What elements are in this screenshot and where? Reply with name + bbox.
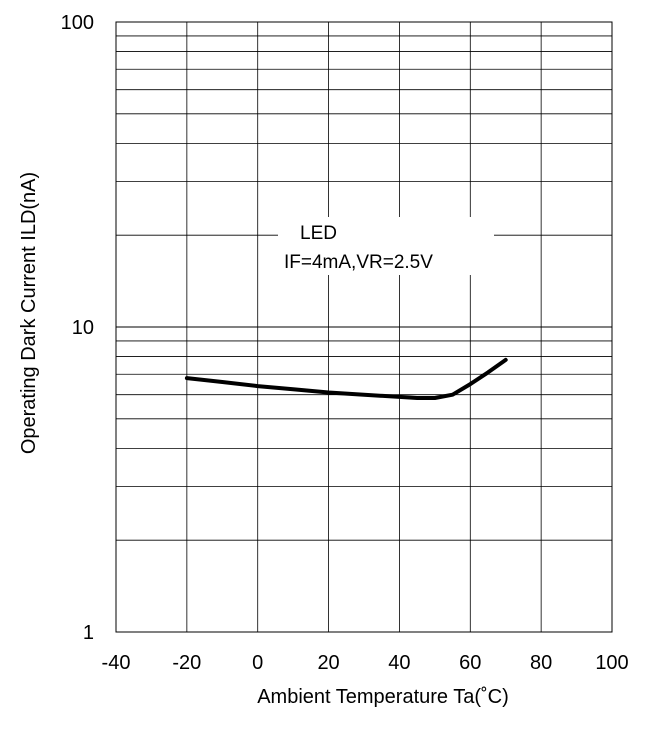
plot-frame: [115, 21, 613, 633]
x-tick-label: 0: [252, 652, 263, 674]
x-tick-label: 60: [459, 652, 481, 674]
x-tick-label: 100: [595, 652, 628, 674]
x-tick-label: 80: [530, 652, 552, 674]
x-tick-labels: -40 -20 0 20 40 60 80 100: [102, 652, 629, 674]
x-tick-label: 40: [388, 652, 410, 674]
series: [184, 357, 508, 400]
y-tick-label: 1: [83, 622, 94, 644]
x-tick-label: 20: [317, 652, 339, 674]
x-axis-title: Ambient Temperature Ta(˚C): [257, 686, 509, 708]
grid: [115, 21, 613, 633]
series-line: [184, 357, 508, 400]
x-tick-label: -20: [172, 652, 201, 674]
annotation-line-2: IF=4mA,VR=2.5V: [284, 252, 433, 273]
y-axis-title: Operating Dark Current ILD(nA): [18, 172, 40, 454]
annotation: LED IF=4mA,VR=2.5V: [278, 217, 494, 275]
annotation-background: [278, 217, 494, 275]
annotation-line-1: LED: [300, 223, 337, 244]
y-tick-label: 100: [61, 12, 94, 34]
y-tick-labels: 1 10 100: [61, 12, 94, 644]
y-tick-label: 10: [72, 317, 94, 339]
x-tick-label: -40: [102, 652, 131, 674]
